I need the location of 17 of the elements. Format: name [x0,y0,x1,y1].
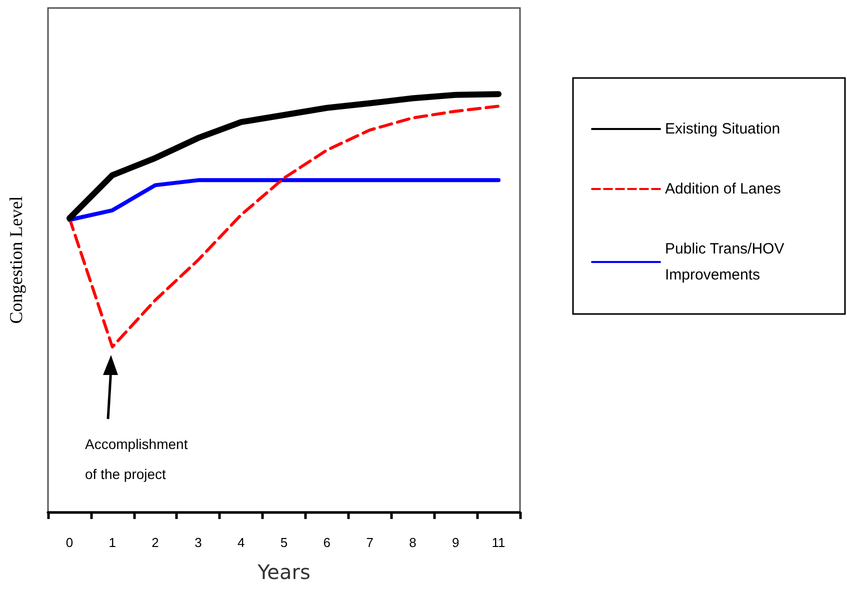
x-tick-label: 4 [237,535,245,550]
x-tick-label: 9 [452,535,460,550]
legend-label: Existing Situation [665,120,780,138]
x-tick-label: 7 [366,535,374,550]
x-tick-label: 0 [66,535,74,550]
legend-label: Public Trans/HOV Improvements [665,240,788,284]
x-tick-label: 3 [194,535,202,550]
legend-label: Addition of Lanes [665,180,781,198]
x-axis-title: Years [256,560,310,584]
x-tick-label: 6 [323,535,331,550]
x-tick-label: 8 [409,535,416,550]
x-tick-label: 5 [280,535,288,550]
x-tick-label: 1 [108,535,116,550]
x-tick-label: 2 [152,535,159,550]
annotation: Accomplishment of the project [85,436,188,482]
x-tick-label: 11 [492,535,506,550]
y-axis-title: Congestion Level [6,196,26,324]
